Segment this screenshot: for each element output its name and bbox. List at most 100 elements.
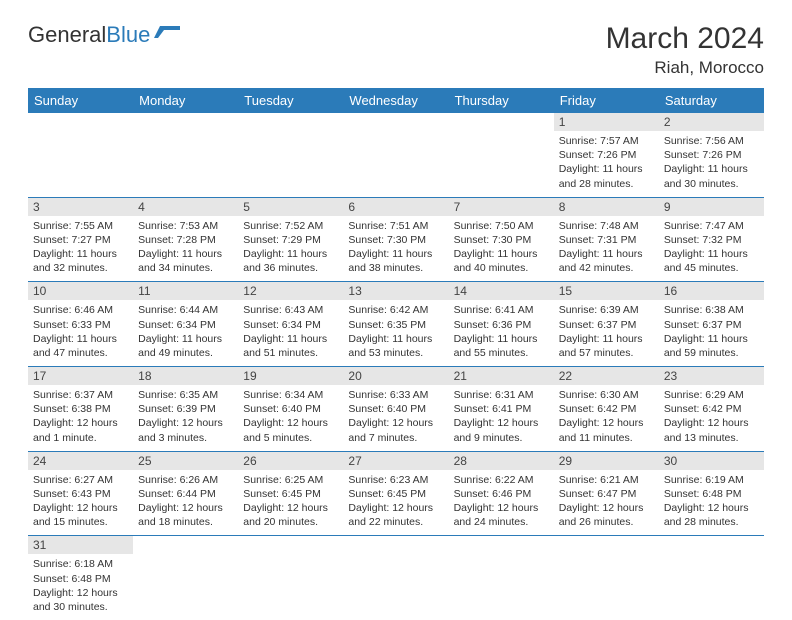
daylight-text: Daylight: 11 hours and 32 minutes. bbox=[33, 247, 128, 275]
day-details: Sunrise: 7:56 AMSunset: 7:26 PMDaylight:… bbox=[659, 131, 764, 197]
sunrise-text: Sunrise: 6:22 AM bbox=[454, 473, 549, 487]
day-number: 25 bbox=[133, 452, 238, 470]
day-number: 28 bbox=[449, 452, 554, 470]
calendar-row: ..........1Sunrise: 7:57 AMSunset: 7:26 … bbox=[28, 113, 764, 197]
day-number: 16 bbox=[659, 282, 764, 300]
daylight-text: Daylight: 11 hours and 28 minutes. bbox=[559, 162, 654, 190]
sunset-text: Sunset: 6:39 PM bbox=[138, 402, 233, 416]
daylight-text: Daylight: 11 hours and 40 minutes. bbox=[454, 247, 549, 275]
sunset-text: Sunset: 7:27 PM bbox=[33, 233, 128, 247]
calendar-cell: .. bbox=[238, 113, 343, 197]
sunset-text: Sunset: 7:30 PM bbox=[454, 233, 549, 247]
day-details: Sunrise: 7:50 AMSunset: 7:30 PMDaylight:… bbox=[449, 216, 554, 282]
sunset-text: Sunset: 6:48 PM bbox=[33, 572, 128, 586]
day-number: 9 bbox=[659, 198, 764, 216]
calendar-cell: 10Sunrise: 6:46 AMSunset: 6:33 PMDayligh… bbox=[28, 282, 133, 367]
sunrise-text: Sunrise: 6:26 AM bbox=[138, 473, 233, 487]
weekday-header: Monday bbox=[133, 88, 238, 113]
day-number: 20 bbox=[343, 367, 448, 385]
calendar-cell: .. bbox=[133, 113, 238, 197]
day-number: 4 bbox=[133, 198, 238, 216]
day-details: Sunrise: 7:53 AMSunset: 7:28 PMDaylight:… bbox=[133, 216, 238, 282]
day-number: 29 bbox=[554, 452, 659, 470]
sunrise-text: Sunrise: 6:41 AM bbox=[454, 303, 549, 317]
sunset-text: Sunset: 6:47 PM bbox=[559, 487, 654, 501]
calendar-cell: 24Sunrise: 6:27 AMSunset: 6:43 PMDayligh… bbox=[28, 451, 133, 536]
calendar-cell: .. bbox=[343, 536, 448, 620]
calendar-cell: .. bbox=[133, 536, 238, 620]
sunset-text: Sunset: 6:42 PM bbox=[664, 402, 759, 416]
calendar-cell: 12Sunrise: 6:43 AMSunset: 6:34 PMDayligh… bbox=[238, 282, 343, 367]
calendar-cell: 8Sunrise: 7:48 AMSunset: 7:31 PMDaylight… bbox=[554, 197, 659, 282]
calendar-cell: 20Sunrise: 6:33 AMSunset: 6:40 PMDayligh… bbox=[343, 367, 448, 452]
day-details: Sunrise: 6:18 AMSunset: 6:48 PMDaylight:… bbox=[28, 554, 133, 620]
calendar-cell: 17Sunrise: 6:37 AMSunset: 6:38 PMDayligh… bbox=[28, 367, 133, 452]
header: GeneralBlue March 2024 Riah, Morocco bbox=[28, 22, 764, 78]
calendar-cell: .. bbox=[238, 536, 343, 620]
day-number: 24 bbox=[28, 452, 133, 470]
calendar-cell: .. bbox=[449, 536, 554, 620]
daylight-text: Daylight: 12 hours and 18 minutes. bbox=[138, 501, 233, 529]
sunset-text: Sunset: 7:28 PM bbox=[138, 233, 233, 247]
sunrise-text: Sunrise: 6:34 AM bbox=[243, 388, 338, 402]
sunrise-text: Sunrise: 6:43 AM bbox=[243, 303, 338, 317]
sunset-text: Sunset: 6:34 PM bbox=[138, 318, 233, 332]
weekday-header: Friday bbox=[554, 88, 659, 113]
day-number: 5 bbox=[238, 198, 343, 216]
calendar-cell: .. bbox=[449, 113, 554, 197]
sunrise-text: Sunrise: 6:21 AM bbox=[559, 473, 654, 487]
calendar-row: 10Sunrise: 6:46 AMSunset: 6:33 PMDayligh… bbox=[28, 282, 764, 367]
day-details: Sunrise: 7:47 AMSunset: 7:32 PMDaylight:… bbox=[659, 216, 764, 282]
sunset-text: Sunset: 6:35 PM bbox=[348, 318, 443, 332]
day-details: Sunrise: 6:31 AMSunset: 6:41 PMDaylight:… bbox=[449, 385, 554, 451]
day-number: 21 bbox=[449, 367, 554, 385]
day-details: Sunrise: 6:37 AMSunset: 6:38 PMDaylight:… bbox=[28, 385, 133, 451]
day-details: Sunrise: 6:23 AMSunset: 6:45 PMDaylight:… bbox=[343, 470, 448, 536]
daylight-text: Daylight: 12 hours and 26 minutes. bbox=[559, 501, 654, 529]
sunset-text: Sunset: 6:42 PM bbox=[559, 402, 654, 416]
sunrise-text: Sunrise: 6:38 AM bbox=[664, 303, 759, 317]
month-title: March 2024 bbox=[606, 22, 764, 56]
day-number: 27 bbox=[343, 452, 448, 470]
calendar-cell: 30Sunrise: 6:19 AMSunset: 6:48 PMDayligh… bbox=[659, 451, 764, 536]
weekday-header: Tuesday bbox=[238, 88, 343, 113]
calendar-row: 3Sunrise: 7:55 AMSunset: 7:27 PMDaylight… bbox=[28, 197, 764, 282]
calendar-cell: 15Sunrise: 6:39 AMSunset: 6:37 PMDayligh… bbox=[554, 282, 659, 367]
calendar-cell: .. bbox=[28, 113, 133, 197]
sunrise-text: Sunrise: 7:51 AM bbox=[348, 219, 443, 233]
calendar-row: 17Sunrise: 6:37 AMSunset: 6:38 PMDayligh… bbox=[28, 367, 764, 452]
sunrise-text: Sunrise: 6:31 AM bbox=[454, 388, 549, 402]
sunset-text: Sunset: 6:48 PM bbox=[664, 487, 759, 501]
daylight-text: Daylight: 11 hours and 36 minutes. bbox=[243, 247, 338, 275]
day-details: Sunrise: 6:33 AMSunset: 6:40 PMDaylight:… bbox=[343, 385, 448, 451]
calendar-cell: 13Sunrise: 6:42 AMSunset: 6:35 PMDayligh… bbox=[343, 282, 448, 367]
day-number: 30 bbox=[659, 452, 764, 470]
weekday-header: Wednesday bbox=[343, 88, 448, 113]
day-details: Sunrise: 6:25 AMSunset: 6:45 PMDaylight:… bbox=[238, 470, 343, 536]
calendar-cell: 2Sunrise: 7:56 AMSunset: 7:26 PMDaylight… bbox=[659, 113, 764, 197]
daylight-text: Daylight: 11 hours and 49 minutes. bbox=[138, 332, 233, 360]
day-details: Sunrise: 6:30 AMSunset: 6:42 PMDaylight:… bbox=[554, 385, 659, 451]
logo-text-1: General bbox=[28, 22, 106, 48]
daylight-text: Daylight: 12 hours and 3 minutes. bbox=[138, 416, 233, 444]
calendar-cell: .. bbox=[343, 113, 448, 197]
sunrise-text: Sunrise: 6:27 AM bbox=[33, 473, 128, 487]
day-details: Sunrise: 7:51 AMSunset: 7:30 PMDaylight:… bbox=[343, 216, 448, 282]
day-details: Sunrise: 6:22 AMSunset: 6:46 PMDaylight:… bbox=[449, 470, 554, 536]
sunset-text: Sunset: 6:38 PM bbox=[33, 402, 128, 416]
day-number: 2 bbox=[659, 113, 764, 131]
sunrise-text: Sunrise: 6:18 AM bbox=[33, 557, 128, 571]
calendar-cell: 3Sunrise: 7:55 AMSunset: 7:27 PMDaylight… bbox=[28, 197, 133, 282]
daylight-text: Daylight: 11 hours and 42 minutes. bbox=[559, 247, 654, 275]
day-number: 12 bbox=[238, 282, 343, 300]
day-details: Sunrise: 6:46 AMSunset: 6:33 PMDaylight:… bbox=[28, 300, 133, 366]
calendar-row: 31Sunrise: 6:18 AMSunset: 6:48 PMDayligh… bbox=[28, 536, 764, 620]
calendar-cell: 5Sunrise: 7:52 AMSunset: 7:29 PMDaylight… bbox=[238, 197, 343, 282]
daylight-text: Daylight: 12 hours and 24 minutes. bbox=[454, 501, 549, 529]
sunset-text: Sunset: 7:26 PM bbox=[559, 148, 654, 162]
daylight-text: Daylight: 12 hours and 28 minutes. bbox=[664, 501, 759, 529]
daylight-text: Daylight: 11 hours and 57 minutes. bbox=[559, 332, 654, 360]
day-number: 7 bbox=[449, 198, 554, 216]
day-details: Sunrise: 7:52 AMSunset: 7:29 PMDaylight:… bbox=[238, 216, 343, 282]
day-number: 1 bbox=[554, 113, 659, 131]
